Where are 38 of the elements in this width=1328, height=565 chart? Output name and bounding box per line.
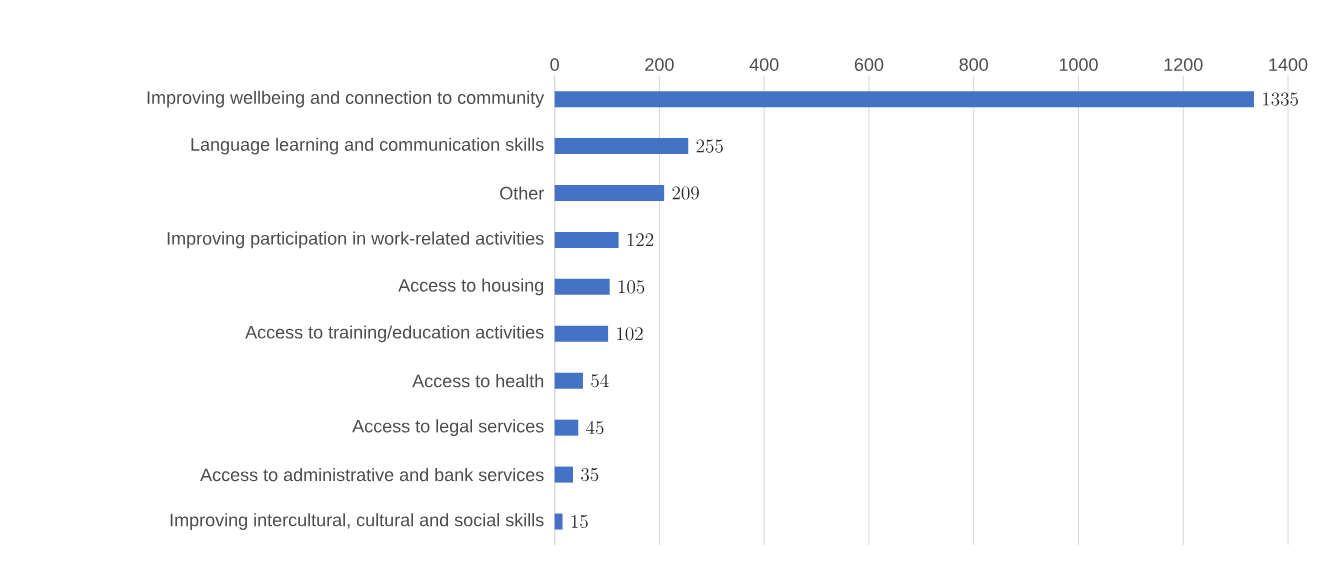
- bar: [554, 513, 563, 530]
- bar: [554, 138, 689, 155]
- x-tick-label: 600: [854, 58, 884, 71]
- x-tick-label: 1200: [1164, 58, 1203, 71]
- x-tick-label: 1400: [1269, 58, 1308, 71]
- y-tick-label: Access to training/education activities: [245, 325, 544, 343]
- y-tick-label: Access to legal services: [352, 419, 544, 437]
- bar: [554, 466, 573, 483]
- y-tick-label: Access to health: [412, 374, 544, 388]
- x-tick-label: 400: [749, 58, 779, 71]
- x-tick-label: 800: [959, 58, 989, 71]
- bar: [554, 185, 665, 201]
- y-tick-label: Improving intercultural, cultural and social skills: [170, 513, 544, 530]
- x-tick-label: 0: [550, 58, 559, 71]
- y-tick-label: Access to administrative and bank services: [200, 467, 544, 482]
- data-label: 15: [571, 514, 588, 529]
- y-tick-label: Other: [500, 186, 544, 200]
- bar: [554, 231, 619, 248]
- x-tick-label: 200: [645, 58, 674, 71]
- data-label: 45: [586, 420, 604, 435]
- y-tick-label: Improving wellbeing and connection to community: [147, 90, 545, 108]
- data-label: 122: [627, 233, 654, 247]
- bar: [554, 419, 579, 436]
- data-label: 54: [591, 373, 609, 388]
- data-label: 35: [581, 468, 599, 482]
- bar: [554, 278, 610, 295]
- bar: [554, 325, 609, 342]
- data-label: 102: [617, 327, 643, 341]
- y-tick-label: Improving participation in work-related activities: [167, 231, 544, 249]
- data-label: 209: [672, 186, 699, 200]
- bar: [554, 91, 1254, 108]
- bar: [554, 372, 583, 389]
- data-label: 105: [618, 280, 645, 294]
- y-tick-label: Access to housing: [398, 278, 544, 296]
- y-tick-label: Language learning and communication skills: [191, 137, 544, 155]
- data-label: 1335: [1263, 92, 1298, 106]
- data-label: 255: [696, 139, 723, 153]
- x-tick-label: 1000: [1059, 58, 1098, 71]
